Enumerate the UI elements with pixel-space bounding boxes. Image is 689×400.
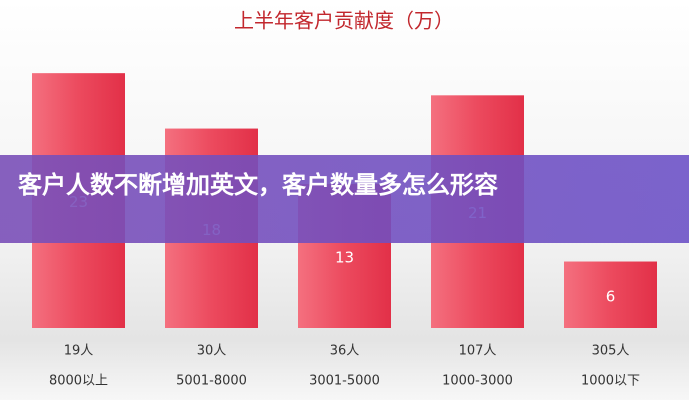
x-tick-label: 36人 — [330, 344, 360, 359]
bar — [564, 261, 657, 328]
banner — [0, 155, 689, 243]
value-label: 6 — [606, 287, 616, 305]
x-tick-label: 19人 — [64, 344, 94, 359]
x-tick-label: 305人 — [592, 344, 630, 359]
x-tick-label: 1000-3000 — [442, 374, 513, 389]
chart-title: 上半年客户贡献度（万） — [234, 9, 454, 33]
x-tick-label: 5001-8000 — [176, 374, 247, 389]
banner-text: 客户人数不断增加英文，客户数量多怎么形容 — [18, 171, 498, 199]
value-label: 13 — [335, 248, 354, 266]
x-tick-label: 3001-5000 — [309, 374, 380, 389]
x-tick-label: 107人 — [459, 344, 497, 359]
x-tick-label: 1000以下 — [581, 374, 640, 389]
x-tick-label: 8000以上 — [49, 374, 108, 389]
x-tick-label: 30人 — [197, 344, 227, 359]
